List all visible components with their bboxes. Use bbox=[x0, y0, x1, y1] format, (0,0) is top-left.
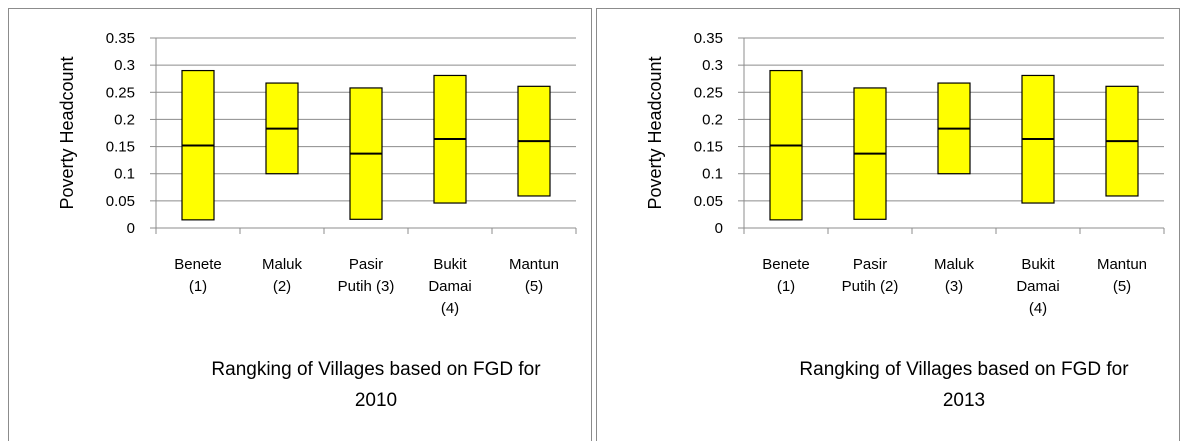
x-category-label: Bukit bbox=[433, 256, 467, 273]
y-tick-label: 0 bbox=[127, 220, 135, 237]
x-axis-title: 2010 bbox=[355, 390, 397, 411]
y-tick-label: 0.35 bbox=[694, 30, 723, 47]
y-tick-label: 0.05 bbox=[694, 193, 723, 210]
x-category-label: (2) bbox=[273, 278, 291, 295]
x-category-label: (1) bbox=[189, 278, 207, 295]
y-tick-label: 0.2 bbox=[702, 111, 723, 128]
y-tick-label: 0.25 bbox=[106, 84, 135, 101]
x-category-label: (1) bbox=[777, 278, 795, 295]
y-tick-label: 0.3 bbox=[702, 57, 723, 74]
y-tick-label: 0.15 bbox=[106, 139, 135, 156]
x-category-label: Maluk bbox=[262, 256, 303, 273]
x-category-label: Putih (3) bbox=[338, 278, 395, 295]
x-category-label: (5) bbox=[1113, 278, 1131, 295]
box-chart-2013: 0 0.05 0.1 0.15 0.2 0.25 0.3 0.35 Benete (1) Pasir… bbox=[645, 30, 1165, 411]
x-category-label: Benete bbox=[174, 256, 222, 273]
x-category-label: Pasir bbox=[349, 256, 383, 273]
x-axis-title: Rangking of Villages based on FGD for bbox=[211, 359, 541, 380]
x-category-label: (3) bbox=[945, 278, 963, 295]
x-category-label: Maluk bbox=[934, 256, 975, 273]
x-category-label: Damai bbox=[428, 278, 471, 295]
y-tick-label: 0.1 bbox=[702, 166, 723, 183]
x-axis-title: 2013 bbox=[943, 390, 985, 411]
x-category-label: (5) bbox=[525, 278, 543, 295]
y-axis-title: Poverty Headcount bbox=[645, 56, 665, 209]
y-tick-label: 0.2 bbox=[114, 111, 135, 128]
y-tick-label: 0.3 bbox=[114, 57, 135, 74]
x-category-label: Mantun bbox=[1097, 256, 1147, 273]
x-category-label: Benete bbox=[762, 256, 810, 273]
y-tick-label: 0.1 bbox=[114, 166, 135, 183]
x-category-label: Pasir bbox=[853, 256, 887, 273]
y-tick-label: 0.25 bbox=[694, 84, 723, 101]
x-category-label: Putih (2) bbox=[842, 278, 899, 295]
chart-panel-2013: 0 0.05 0.1 0.15 0.2 0.25 0.3 0.35 Benete (1) Pasir… bbox=[596, 8, 1180, 441]
x-axis-title: Rangking of Villages based on FGD for bbox=[799, 359, 1129, 380]
x-category-label: Bukit bbox=[1021, 256, 1055, 273]
x-category-label: Mantun bbox=[509, 256, 559, 273]
x-category-label: Damai bbox=[1016, 278, 1059, 295]
y-tick-label: 0 bbox=[715, 220, 723, 237]
x-category-label: (4) bbox=[1029, 300, 1047, 317]
box-chart-2010: 0 0.05 0.1 0.15 0.2 0.25 0.3 0.35 Benete (1) Maluk… bbox=[57, 30, 577, 411]
x-category-label: (4) bbox=[441, 300, 459, 317]
chart-panel-2010: 0 0.05 0.1 0.15 0.2 0.25 0.3 0.35 Benete (1) Maluk… bbox=[8, 8, 592, 441]
y-tick-label: 0.15 bbox=[694, 139, 723, 156]
y-tick-label: 0.35 bbox=[106, 30, 135, 47]
y-tick-label: 0.05 bbox=[106, 193, 135, 210]
y-axis-title: Poverty Headcount bbox=[57, 56, 77, 209]
